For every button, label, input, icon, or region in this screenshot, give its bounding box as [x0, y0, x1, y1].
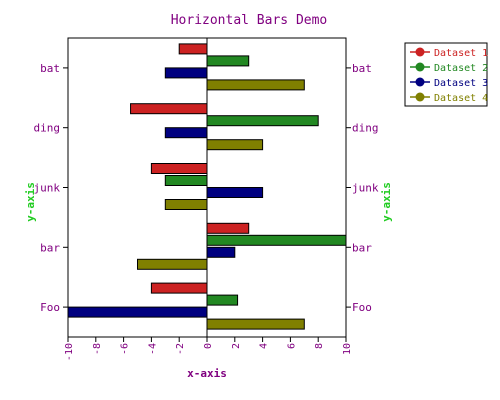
y-tick-label: bat [40, 62, 60, 75]
y-axis-label-right: y-axis [380, 182, 393, 222]
bar-dataset-4-bar [137, 258, 208, 270]
x-tick-label: -8 [92, 343, 103, 355]
bar-dataset-2-bat [206, 55, 250, 67]
x-axis-label: x-axis [187, 367, 227, 380]
legend-marker [415, 92, 425, 102]
y-tick-label: ding [34, 122, 61, 135]
legend-marker [415, 62, 425, 72]
y-tick-label: bar [40, 241, 60, 254]
bar-dataset-2-junk [164, 175, 208, 186]
x-tick-label: 2 [231, 343, 242, 349]
bar-dataset-4-ding [206, 139, 264, 151]
legend-label: Dataset 1 [434, 48, 488, 59]
y-axis-label: y-axis [24, 182, 37, 222]
y-tick-label-right: bat [352, 62, 372, 75]
chart-title: Horizontal Bars Demo [171, 13, 328, 28]
bar-dataset-2-bar [206, 234, 347, 246]
x-tick-label: -10 [64, 343, 75, 361]
x-tick-label: -6 [120, 343, 131, 355]
x-tick-label: 6 [286, 343, 297, 349]
legend: Dataset 1 Dataset 2 Dataset 3 Dataset 4 [404, 42, 488, 107]
x-tick-label: 10 [342, 343, 353, 355]
legend-marker [415, 77, 425, 87]
bar-dataset-1-bar [206, 222, 250, 234]
x-tick-label: 0 [203, 343, 214, 349]
x-tick-label: -4 [147, 343, 158, 355]
bar-dataset-3-junk [206, 187, 264, 198]
plot-area: bat bat ding ding junk junk bar bar Foo Foo -10 -8 -… [34, 37, 379, 361]
bar-dataset-1-ding [130, 103, 208, 115]
bar-dataset-4-junk [164, 199, 208, 210]
bar-dataset-4-foo [206, 318, 305, 330]
y-tick-label: junk [34, 182, 61, 195]
legend-marker [415, 47, 425, 57]
y-tick-label-right: bar [352, 241, 372, 254]
x-tick-label: 4 [259, 343, 270, 349]
bar-dataset-4-bat [206, 79, 305, 91]
bar-dataset-1-bat [178, 43, 208, 55]
bar-dataset-1-foo [150, 282, 208, 294]
bar-dataset-3-bar [206, 246, 236, 258]
y-tick-label-right: Foo [352, 301, 372, 314]
y-tick-label-right: ding [352, 122, 379, 135]
bar-dataset-3-ding [164, 127, 208, 139]
bar-dataset-2-ding [206, 115, 319, 127]
y-tick-label: Foo [40, 301, 60, 314]
legend-label: Dataset 3 [434, 78, 488, 89]
legend-label: Dataset 4 [434, 93, 488, 104]
bar-dataset-1-junk [150, 163, 208, 174]
legend-label: Dataset 2 [434, 63, 488, 74]
bar-dataset-3-foo [67, 306, 208, 318]
y-tick-label-right: junk [352, 182, 379, 195]
x-tick-label: 8 [314, 343, 325, 349]
bar-dataset-3-bat [164, 67, 208, 79]
bar-dataset-2-foo [206, 294, 239, 306]
x-tick-label: -2 [175, 343, 186, 355]
